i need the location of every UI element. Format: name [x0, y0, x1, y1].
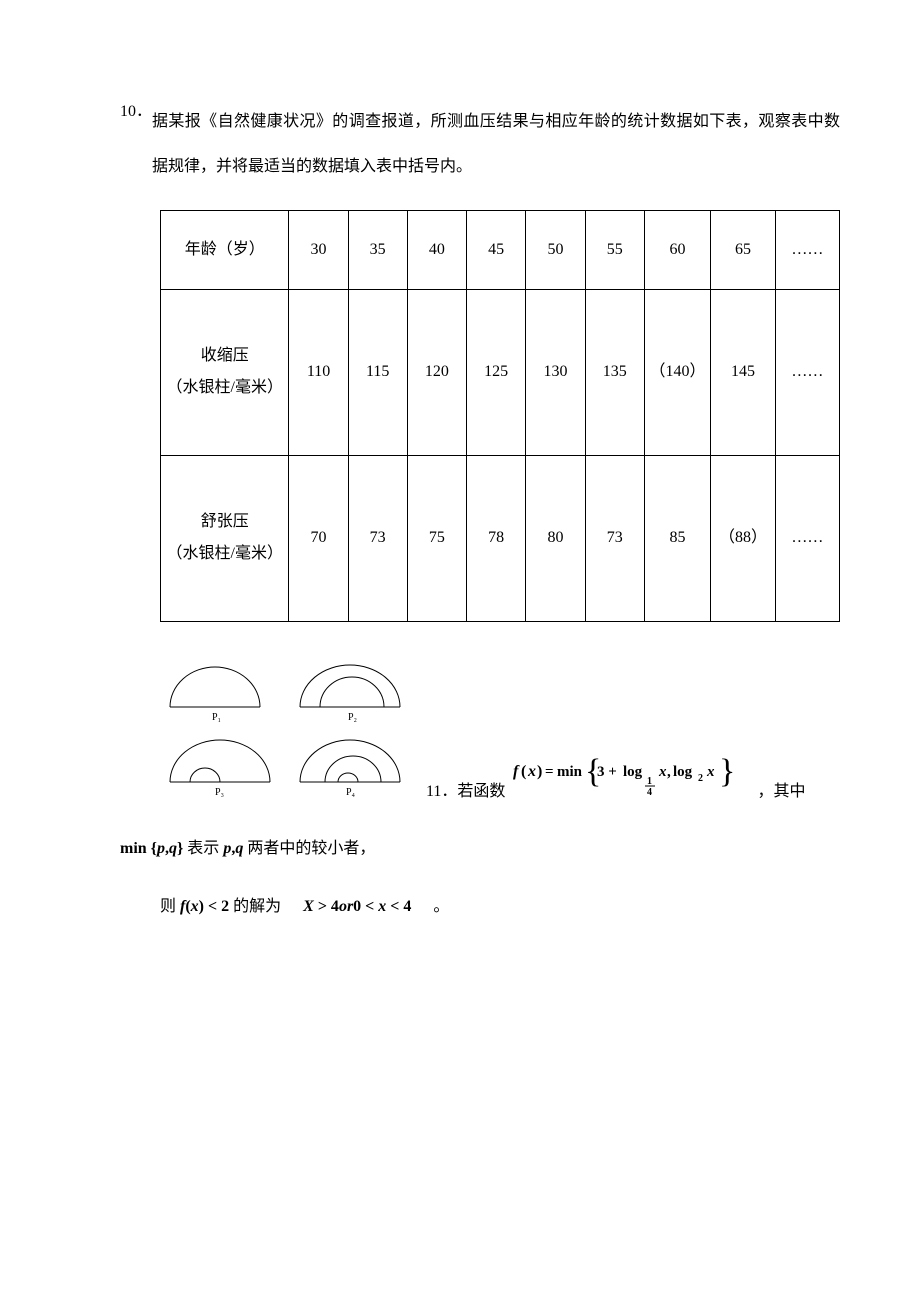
- diastolic-cell: 73: [348, 455, 407, 621]
- question-10-body: 据某报《自然健康状况》的调查报道，所测血压结果与相应年龄的统计数据如下表，观察表…: [152, 100, 840, 190]
- age-cell: 30: [289, 210, 348, 289]
- svg-text:log: log: [623, 764, 643, 780]
- formula-min-pq: min {p,q}: [120, 830, 183, 868]
- question-11-prefix: 若函数: [457, 780, 505, 804]
- question-11-line2: min {p,q} 表示 p,q 两者中的较小者，: [120, 830, 840, 869]
- label-p3: P₃: [215, 787, 224, 798]
- systolic-cell-dots: ……: [775, 289, 839, 455]
- question-11-number: 11．: [426, 780, 457, 804]
- formula-pq: p,q: [223, 830, 243, 868]
- diastolic-cell-dots: ……: [775, 455, 839, 621]
- question-10-text: 10． 据某报《自然健康状况》的调查报道，所测血压结果与相应年龄的统计数据如下表…: [120, 100, 840, 190]
- question-11-suffix: ，其中: [757, 780, 805, 804]
- q11-line2-a: 表示: [187, 840, 219, 857]
- table-row-diastolic: 舒张压 （水银柱/毫米） 70 73 75 78 80 73 85 （88） ……: [161, 455, 840, 621]
- diastolic-cell: 85: [644, 455, 710, 621]
- systolic-cell: 135: [585, 289, 644, 455]
- diastolic-cell: 73: [585, 455, 644, 621]
- svg-text:(: (: [521, 763, 526, 780]
- systolic-cell: 125: [467, 289, 526, 455]
- age-cell: 55: [585, 210, 644, 289]
- q11-line2-b: 两者中的较小者，: [247, 840, 375, 857]
- svg-text:f: f: [513, 763, 520, 780]
- question-10-number: 10．: [120, 100, 152, 124]
- diastolic-cell: 75: [407, 455, 466, 621]
- label-p2: P₂: [348, 712, 357, 723]
- svg-text:x: x: [527, 763, 536, 780]
- question-11-row: P₁ P₂ P₃ P₄ 11． 若函数: [160, 652, 840, 810]
- question-10: 10． 据某报《自然健康状况》的调查报道，所测血压结果与相应年龄的统计数据如下表…: [120, 100, 840, 622]
- age-cell: 45: [467, 210, 526, 289]
- systolic-cell: 115: [348, 289, 407, 455]
- table-row-systolic: 收缩压 （水银柱/毫米） 110 115 120 125 130 135 （14…: [161, 289, 840, 455]
- semicircle-diagram: P₁ P₂ P₃ P₄: [160, 652, 420, 810]
- age-cell: 50: [526, 210, 585, 289]
- svg-text:,: ,: [667, 764, 671, 780]
- systolic-label: 收缩压 （水银柱/毫米）: [161, 289, 289, 455]
- svg-text:4: 4: [647, 787, 652, 796]
- label-p1: P₁: [212, 712, 221, 723]
- diastolic-cell-answer: （88）: [711, 455, 776, 621]
- svg-text:log: log: [673, 764, 693, 780]
- systolic-cell: 145: [711, 289, 776, 455]
- formula-fx-lt-2: f(x) < 2: [180, 888, 229, 926]
- systolic-label-line2: （水银柱/毫米）: [167, 372, 283, 404]
- systolic-label-line1: 收缩压: [201, 340, 249, 372]
- age-label: 年龄（岁）: [161, 210, 289, 289]
- label-p4: P₄: [346, 787, 356, 798]
- formula-main: f ( x ) = min { 3 + log 1 4 x , log 2: [511, 752, 751, 804]
- diastolic-answer-value: （88）: [719, 522, 767, 554]
- systolic-cell: 110: [289, 289, 348, 455]
- age-cell: 35: [348, 210, 407, 289]
- age-cell: 60: [644, 210, 710, 289]
- systolic-cell-answer: （140）: [644, 289, 710, 455]
- age-cell: 65: [711, 210, 776, 289]
- q11-line3-b: 的解为: [233, 898, 281, 915]
- age-cell-dots: ……: [775, 210, 839, 289]
- semicircle-svg-icon: P₁ P₂ P₃ P₄: [160, 652, 420, 802]
- svg-text:=: =: [545, 764, 554, 780]
- table-row-age: 年龄（岁） 30 35 40 45 50 55 60 65 ……: [161, 210, 840, 289]
- blood-pressure-table: 年龄（岁） 30 35 40 45 50 55 60 65 …… 收缩压 （水银…: [160, 210, 840, 622]
- svg-text:): ): [537, 763, 542, 780]
- svg-text:x: x: [706, 764, 715, 780]
- diastolic-label-line1: 舒张压: [201, 506, 249, 538]
- svg-text:1: 1: [647, 776, 652, 787]
- q11-line3-c: 。: [433, 898, 449, 915]
- question-11-line1: 11． 若函数 f ( x ) = min { 3 + log 1 4: [426, 752, 805, 804]
- svg-text:x: x: [658, 764, 667, 780]
- diastolic-cell: 70: [289, 455, 348, 621]
- systolic-cell: 130: [526, 289, 585, 455]
- systolic-answer-value: （140）: [650, 356, 706, 388]
- age-cell: 40: [407, 210, 466, 289]
- svg-text:3 +: 3 +: [597, 764, 617, 780]
- diastolic-cell: 80: [526, 455, 585, 621]
- svg-text:}: }: [719, 753, 735, 790]
- svg-text:2: 2: [698, 773, 703, 784]
- formula-answer: X > 4or0 < x < 4: [303, 888, 411, 926]
- systolic-cell: 120: [407, 289, 466, 455]
- diastolic-label-line2: （水银柱/毫米）: [167, 538, 283, 570]
- question-11-line3: 则 f(x) < 2 的解为 X > 4or0 < x < 4 。: [160, 888, 840, 927]
- diastolic-cell: 78: [467, 455, 526, 621]
- diastolic-label: 舒张压 （水银柱/毫米）: [161, 455, 289, 621]
- svg-text:min: min: [557, 764, 583, 780]
- q11-line3-a: 则: [160, 898, 176, 915]
